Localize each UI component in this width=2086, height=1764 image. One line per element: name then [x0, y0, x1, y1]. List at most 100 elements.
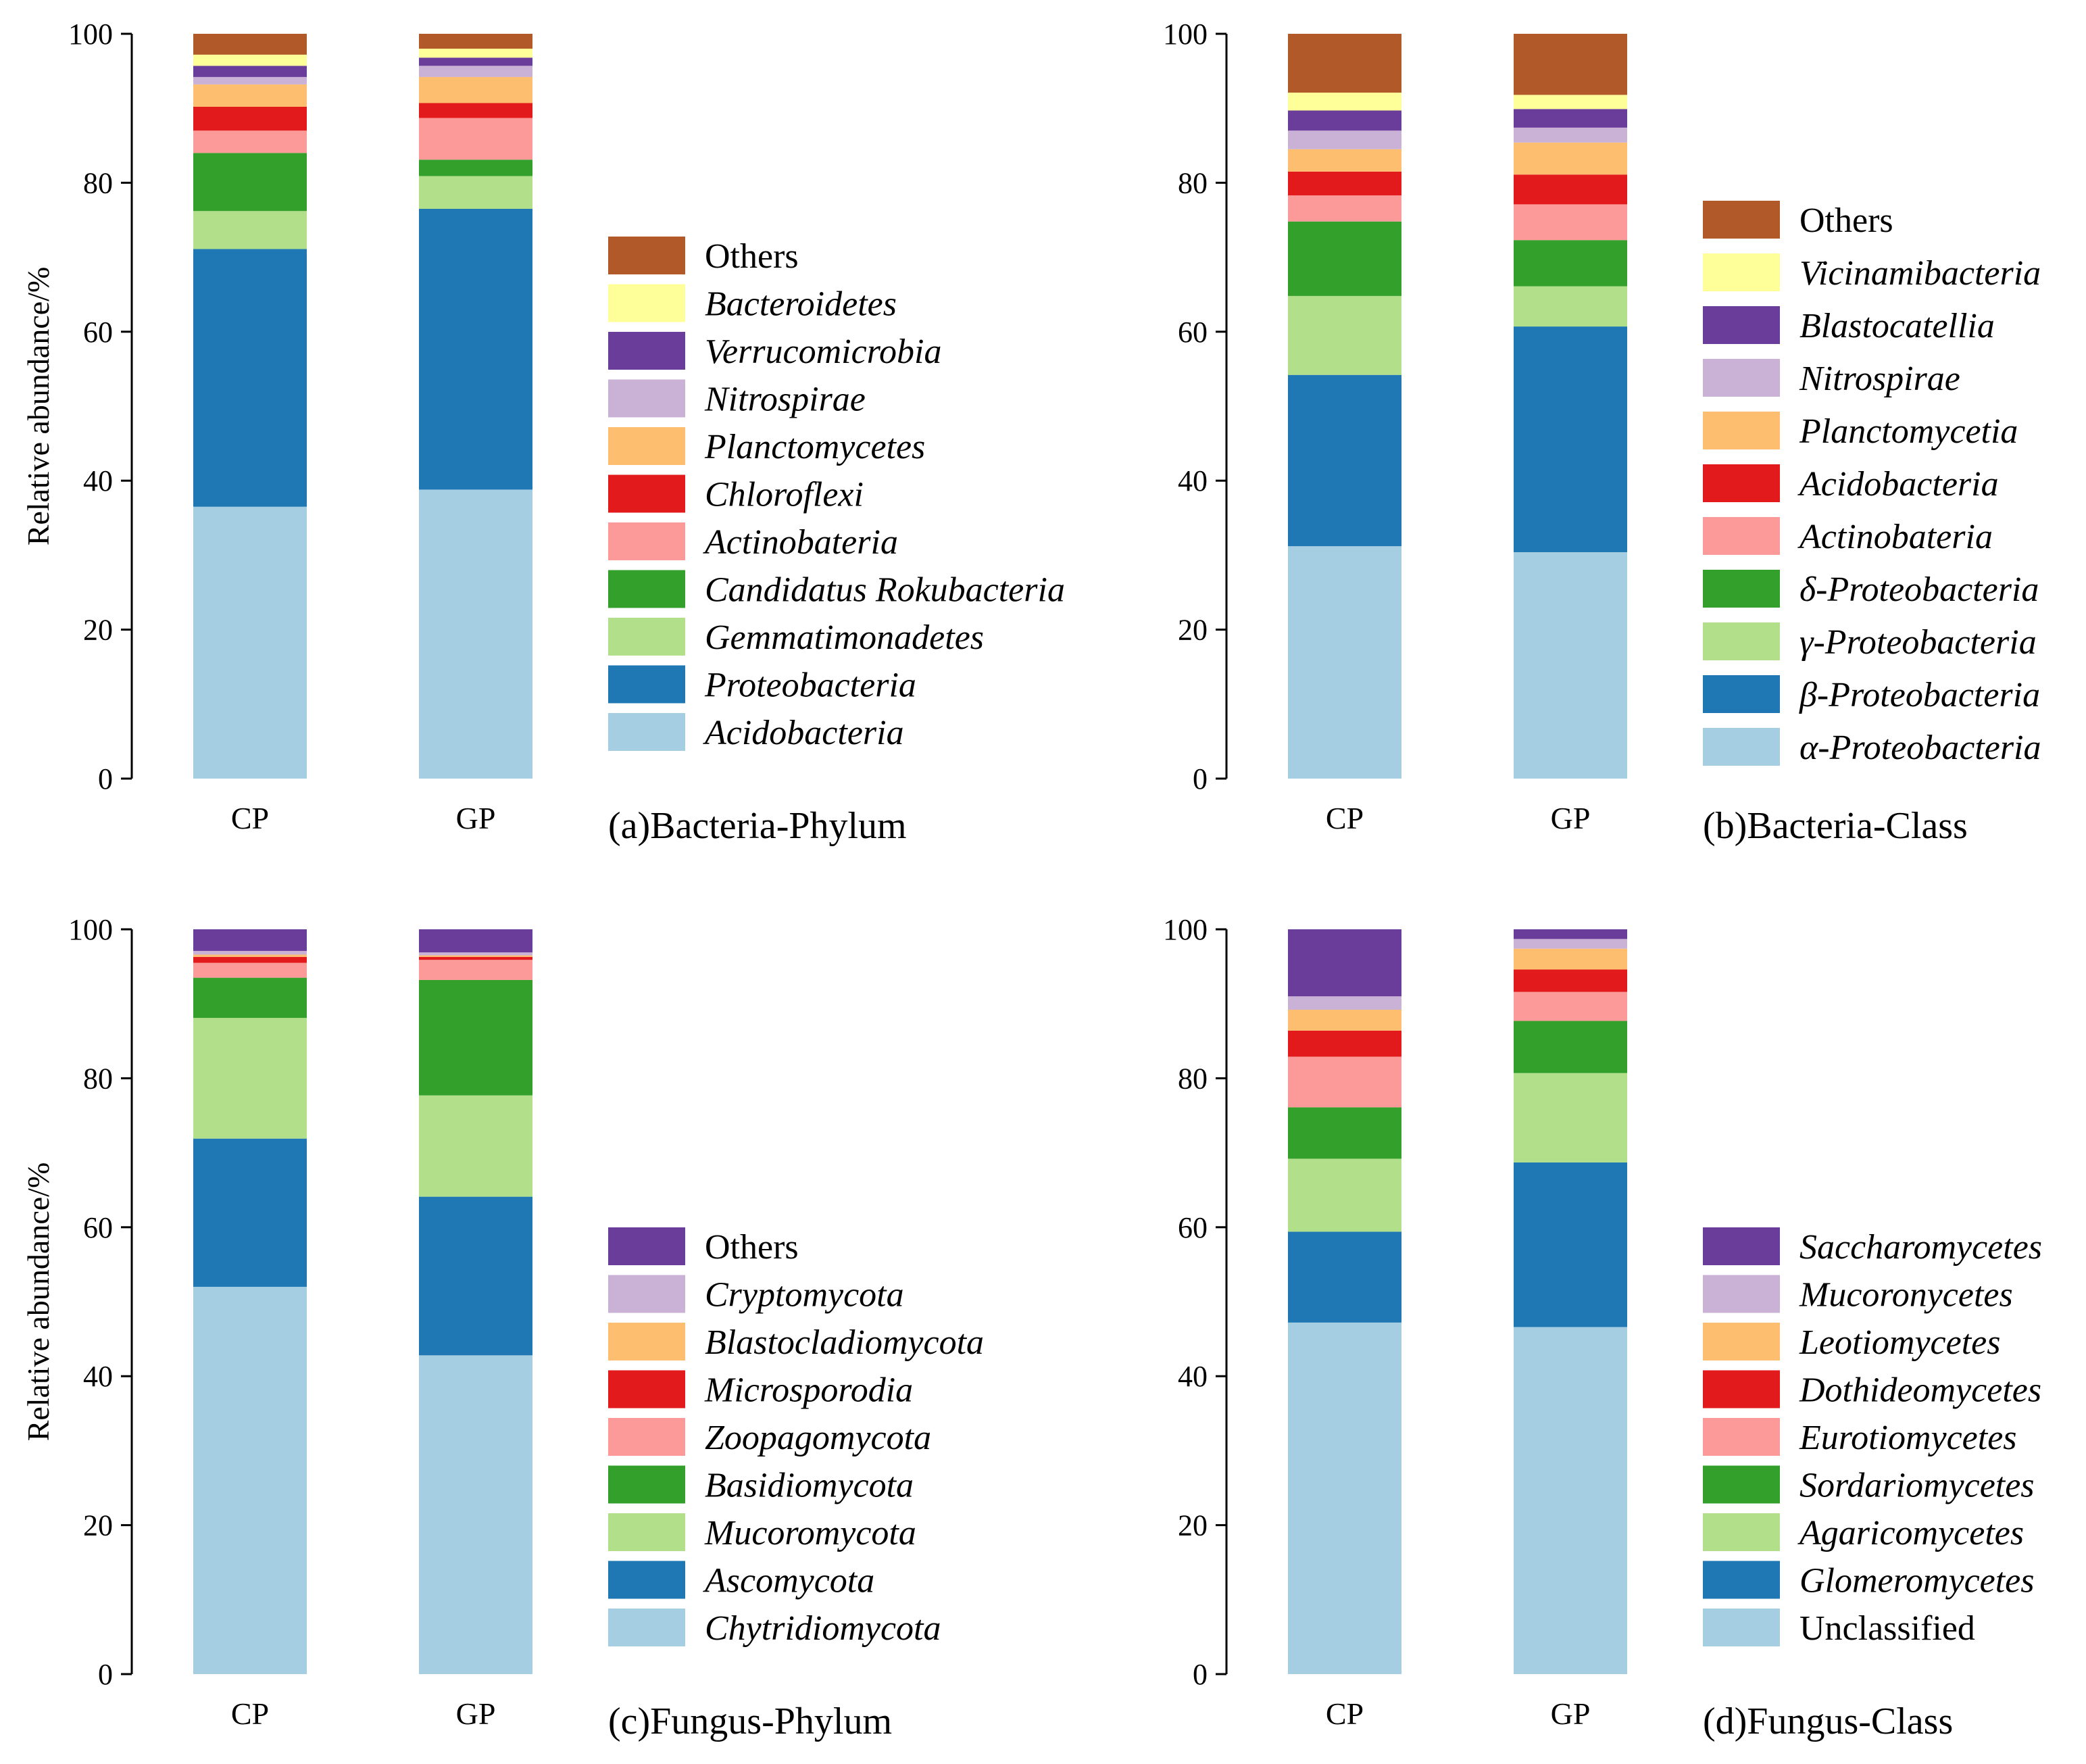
- legend-label: Proteobacteria: [704, 666, 916, 705]
- bar-segment-gp-8: [419, 66, 532, 77]
- legend-swatch: [1703, 1275, 1780, 1313]
- bar-segment-cp-11: [193, 34, 307, 55]
- legend-swatch: [608, 1513, 685, 1551]
- y-tick-label: 80: [83, 1062, 113, 1095]
- bar-segment-cp-9: [193, 929, 307, 951]
- legend-label: Glomeromycetes: [1799, 1562, 2035, 1600]
- legend-swatch: [608, 1370, 685, 1408]
- bar-segment-cp-11: [1288, 34, 1401, 93]
- x-category-label: GP: [1551, 801, 1591, 835]
- bar-segment-cp-3: [193, 1018, 307, 1139]
- bar-segment-gp-1: [419, 1355, 532, 1674]
- legend-label: Nitrospirae: [704, 381, 866, 419]
- y-tick-label: 20: [1178, 614, 1208, 647]
- legend-swatch: [1703, 622, 1780, 660]
- legend-swatch: [1703, 570, 1780, 608]
- bar-segment-cp-7: [193, 84, 307, 107]
- y-tick-label: 60: [83, 316, 113, 349]
- y-tick-label: 60: [83, 1211, 113, 1244]
- legend-swatch: [1703, 306, 1780, 344]
- legend-swatch: [1703, 728, 1780, 766]
- bar-segment-cp-1: [1288, 546, 1401, 779]
- bar-segment-cp-7: [1288, 1010, 1401, 1031]
- bar-segment-gp-6: [1514, 969, 1627, 992]
- legend-swatch: [608, 379, 685, 418]
- bar-segment-cp-5: [1288, 195, 1401, 222]
- legend-label: Acidobacteria: [1797, 465, 1999, 504]
- legend-label: Zoopagomycota: [705, 1419, 931, 1457]
- bar-segment-gp-2: [1514, 1162, 1627, 1327]
- legend-swatch: [608, 1609, 685, 1646]
- bar-segment-cp-5: [1288, 1056, 1401, 1108]
- legend-label: Chytridiomycota: [705, 1609, 941, 1648]
- legend-swatch: [1703, 1227, 1780, 1265]
- y-axis-label: Relative abundance/%: [21, 267, 55, 546]
- bar-segment-gp-9: [419, 929, 532, 953]
- legend-swatch: [1703, 201, 1780, 239]
- bar-segment-cp-7: [1288, 149, 1401, 172]
- legend-label: Actinobateria: [703, 523, 898, 562]
- legend-swatch: [1703, 1561, 1780, 1599]
- panel-caption: (d)Fungus-Class: [1703, 1700, 1953, 1742]
- bar-segment-cp-6: [193, 106, 307, 131]
- chart-panel-3: 0 20 40 60 80 100 Relative abundance/% CP GP Othe…: [21, 913, 984, 1742]
- legend-label: Ascomycota: [703, 1562, 874, 1600]
- panel-caption: (c)Fungus-Phylum: [608, 1700, 892, 1742]
- y-tick-label: 20: [83, 1509, 113, 1542]
- legend-label: Dothideomycetes: [1799, 1371, 2041, 1410]
- legend-swatch: [608, 522, 685, 560]
- legend-label: Others: [705, 1228, 799, 1267]
- legend-label: Planctomycetes: [704, 428, 925, 466]
- bar-segment-gp-11: [1514, 34, 1627, 95]
- legend-swatch: [608, 1227, 685, 1265]
- legend-label: δ-Proteobacteria: [1799, 570, 2039, 609]
- bar-segment-cp-8: [1288, 130, 1401, 149]
- bar-segment-cp-6: [1288, 1030, 1401, 1057]
- legend-swatch: [608, 618, 685, 656]
- legend-swatch: [608, 1323, 685, 1361]
- legend-label: β-Proteobacteria: [1799, 676, 2040, 714]
- bar-segment-cp-6: [193, 956, 307, 963]
- legend-label: γ-Proteobacteria: [1799, 623, 2037, 662]
- legend-swatch: [608, 474, 685, 513]
- bar-segment-cp-2: [1288, 374, 1401, 547]
- bar-segment-cp-8: [193, 950, 307, 955]
- bar-segment-cp-3: [1288, 295, 1401, 375]
- bar-segment-cp-2: [193, 1138, 307, 1287]
- legend-label: Basidiomycota: [705, 1467, 914, 1505]
- bar-segment-gp-5: [419, 960, 532, 980]
- bar-segment-gp-9: [419, 57, 532, 66]
- y-tick-label: 20: [1178, 1509, 1208, 1542]
- legend-label: Unclassified: [1799, 1609, 1975, 1648]
- legend-swatch: [608, 1465, 685, 1504]
- x-category-label: CP: [1326, 801, 1364, 835]
- bar-segment-cp-5: [193, 130, 307, 153]
- y-tick-label: 100: [68, 913, 113, 946]
- bar-segment-gp-9: [1514, 929, 1627, 939]
- legend-swatch: [608, 284, 685, 322]
- bar-segment-gp-3: [1514, 1073, 1627, 1162]
- legend-label: Saccharomycetes: [1799, 1228, 2042, 1267]
- legend-label: Mucoronycetes: [1799, 1276, 2013, 1315]
- legend-label: Acidobacteria: [703, 714, 904, 752]
- bar-segment-cp-9: [1288, 929, 1401, 997]
- legend-swatch: [1703, 1465, 1780, 1504]
- y-tick-label: 0: [98, 1658, 113, 1691]
- bar-segment-gp-2: [419, 208, 532, 490]
- bar-segment-gp-1: [419, 489, 532, 779]
- x-category-label: GP: [456, 1696, 496, 1731]
- bar-segment-cp-4: [1288, 221, 1401, 296]
- bar-segment-gp-1: [1514, 552, 1627, 779]
- bar-segment-gp-8: [419, 952, 532, 956]
- panel-caption: (b)Bacteria-Class: [1703, 805, 1968, 847]
- legend-label: Verrucomicrobia: [705, 333, 941, 371]
- legend-swatch: [608, 332, 685, 370]
- legend-swatch: [1703, 1418, 1780, 1456]
- legend-label: α-Proteobacteria: [1799, 729, 2041, 767]
- legend-label: Others: [705, 237, 799, 276]
- chart-panel-4: 0 20 40 60 80 100 CP GP Saccharomycetes Mucoronyc…: [1163, 913, 2042, 1742]
- bar-segment-gp-4: [419, 979, 532, 1096]
- bar-segment-cp-8: [193, 76, 307, 84]
- legend-swatch: [1703, 1609, 1780, 1646]
- bar-segment-gp-10: [1514, 95, 1627, 109]
